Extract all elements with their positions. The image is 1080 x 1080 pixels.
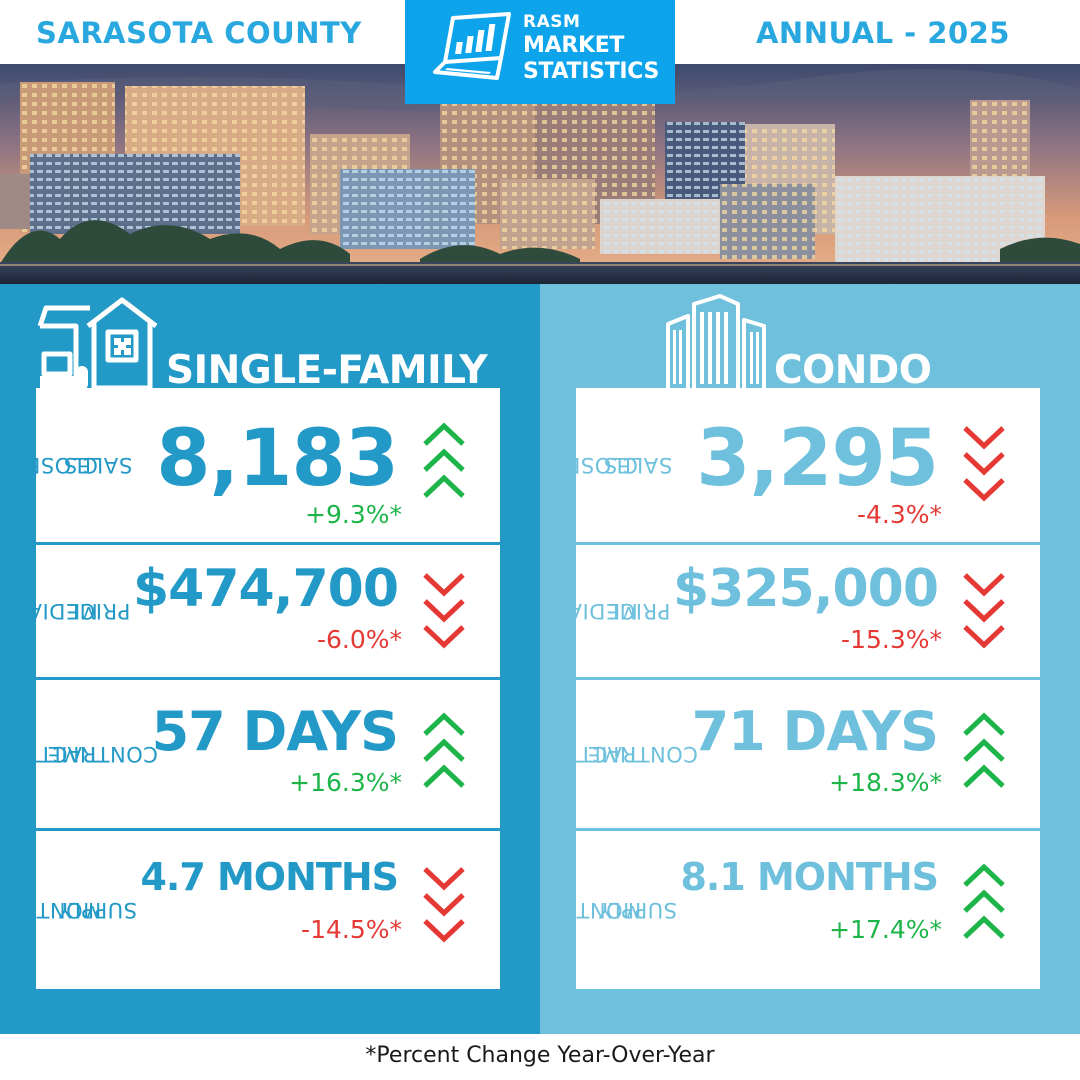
metric-value: 71 DAYS	[691, 700, 939, 763]
metric-change: +17.4%*	[829, 915, 942, 944]
metric-change: -4.3%*	[856, 500, 942, 529]
condo-buildings-icon	[666, 294, 766, 390]
metric-value: 3,295	[696, 414, 939, 504]
sf-months-supply-card: MONTHS SUPPLY 4.7 MONTHS -14.5%*	[6, 831, 500, 989]
footnote: *Percent Change Year-Over-Year	[0, 1034, 1080, 1080]
single-family-title: SINGLE-FAMILY	[166, 348, 488, 393]
triple-chevron-down-icon	[423, 573, 465, 649]
laptop-chart-icon	[433, 12, 511, 80]
divider	[36, 677, 500, 680]
metric-value: 8.1 MONTHS	[680, 855, 939, 899]
divider	[576, 828, 1040, 831]
triple-chevron-up-icon	[963, 712, 1005, 788]
metric-change: -14.5%*	[301, 915, 402, 944]
metric-value: 8,183	[156, 414, 399, 504]
metric-change: +16.3%*	[289, 768, 402, 797]
sf-time-to-contract-card: TIME TO CONTRACT 57 DAYS +16.3%*	[8, 680, 500, 828]
metric-change: -6.0%*	[316, 625, 402, 654]
logo-text: RASM MARKET STATISTICS	[523, 14, 659, 87]
triple-chevron-up-icon	[963, 863, 1005, 939]
sf-median-price-card: MEDIAN PRICE $474,700 -6.0%*	[10, 545, 500, 677]
triple-chevron-down-icon	[963, 426, 1005, 502]
condo-median-price-card: MEDIAN PRICE $325,000 -15.3%*	[550, 545, 1040, 677]
triple-chevron-up-icon	[423, 712, 465, 788]
metric-value: 4.7 MONTHS	[140, 855, 399, 899]
metric-value: 57 DAYS	[151, 700, 399, 763]
period-title: ANNUAL - 2025	[755, 16, 1010, 50]
metric-label: MEDIAN PRICE	[10, 599, 130, 624]
metric-label: MEDIAN PRICE	[550, 599, 670, 624]
divider	[576, 677, 1040, 680]
divider	[36, 542, 500, 545]
metric-label: TIME TO CONTRACT	[8, 742, 158, 767]
divider	[36, 828, 500, 831]
divider	[576, 542, 1040, 545]
triple-chevron-down-icon	[963, 573, 1005, 649]
county-title: SARASOTA COUNTY	[36, 16, 362, 50]
logo-line-market: MARKET	[523, 33, 625, 58]
metric-label: TIME TO CONTRACT	[548, 742, 698, 767]
condo-title: CONDO	[774, 348, 932, 393]
metric-value: $474,700	[132, 559, 399, 619]
metric-label: MONTHS SUPPLY	[546, 898, 678, 923]
triple-chevron-down-icon	[423, 867, 465, 943]
condo-time-to-contract-card: TIME TO CONTRACT 71 DAYS +18.3%*	[548, 680, 1040, 828]
house-icon	[37, 297, 158, 390]
metric-change: +18.3%*	[829, 768, 942, 797]
sf-closed-sales-card: CLOSED SALES 8,183 +9.3%*	[10, 388, 500, 542]
logo-line-rasm: RASM	[523, 12, 581, 32]
condo-months-supply-card: MONTHS SUPPLY 8.1 MONTHS +17.4%*	[546, 831, 1040, 989]
metric-value: $325,000	[672, 559, 939, 619]
metric-label: CLOSED SALES	[10, 453, 133, 478]
single-family-panel: SINGLE-FAMILY CLOSED SALES 8,183 +9.3%* M…	[0, 284, 540, 1034]
logo-line-statistics: STATISTICS	[523, 59, 660, 84]
condo-panel: CONDO CLOSED SALES 3,295 -4.3%* MEDIAN PRI…	[540, 284, 1080, 1034]
metric-label: CLOSED SALES	[550, 453, 673, 478]
metric-change: +9.3%*	[305, 500, 402, 529]
condo-closed-sales-card: CLOSED SALES 3,295 -4.3%*	[550, 388, 1040, 542]
metric-change: -15.3%*	[841, 625, 942, 654]
triple-chevron-up-icon	[423, 422, 465, 498]
rasm-logo: RASM MARKET STATISTICS	[405, 0, 675, 104]
metric-label: MONTHS SUPPLY	[6, 898, 138, 923]
